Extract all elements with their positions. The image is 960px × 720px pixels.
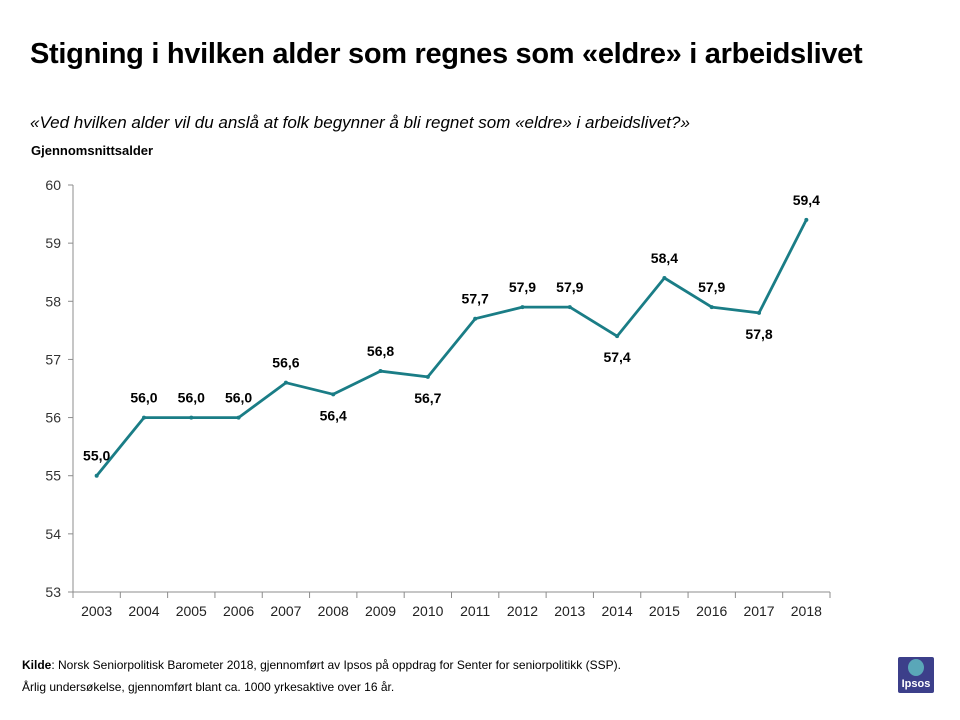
x-tick-label: 2011 xyxy=(460,603,490,619)
y-tick-label: 57 xyxy=(45,351,61,367)
x-tick-label: 2010 xyxy=(412,603,443,619)
x-tick-label: 2005 xyxy=(176,603,207,619)
data-label: 57,7 xyxy=(462,291,489,307)
y-tick-label: 55 xyxy=(45,468,61,484)
data-point xyxy=(709,305,714,310)
y-tick-label: 60 xyxy=(45,177,61,193)
source-line: Kilde: Norsk Seniorpolitisk Barometer 20… xyxy=(22,654,621,676)
y-tick-label: 53 xyxy=(45,584,61,600)
x-tick-label: 2003 xyxy=(81,603,112,619)
data-label: 59,4 xyxy=(793,192,820,208)
data-point xyxy=(615,334,620,339)
data-point xyxy=(473,316,478,321)
chart-subtitle: «Ved hvilken alder vil du anslå at folk … xyxy=(30,113,690,132)
x-tick-label: 2017 xyxy=(743,603,774,619)
data-point xyxy=(189,415,194,420)
x-tick-label: 2015 xyxy=(649,603,680,619)
y-tick-label: 56 xyxy=(45,410,61,426)
data-point xyxy=(425,374,430,379)
x-tick-label: 2007 xyxy=(270,603,301,619)
data-point xyxy=(141,415,146,420)
data-label: 56,0 xyxy=(130,390,157,406)
x-tick-label: 2009 xyxy=(365,603,396,619)
data-point xyxy=(804,217,809,222)
x-tick-label: 2014 xyxy=(602,603,633,619)
survey-note: Årlig undersøkelse, gjennomført blant ca… xyxy=(22,680,395,694)
data-point xyxy=(520,305,525,310)
footer: Kilde: Norsk Seniorpolitisk Barometer 20… xyxy=(22,654,621,698)
data-label: 56,0 xyxy=(178,390,205,406)
y-tick-label: 54 xyxy=(45,526,61,542)
x-tick-label: 2016 xyxy=(696,603,727,619)
data-point xyxy=(236,415,241,420)
y-tick-label: 59 xyxy=(45,235,61,251)
data-point xyxy=(331,392,336,397)
data-point xyxy=(283,380,288,385)
data-point xyxy=(757,310,762,315)
ipsos-logo-text: Ipsos xyxy=(901,678,931,690)
data-point xyxy=(567,305,572,310)
series-line xyxy=(95,219,808,477)
y-axis-label: Gjennomsnittsalder xyxy=(31,143,154,158)
chart-title: Stigning i hvilken alder som regnes som … xyxy=(30,38,863,70)
data-label: 57,9 xyxy=(509,279,536,295)
source-label: Kilde xyxy=(22,658,52,672)
data-label: 56,6 xyxy=(272,355,299,371)
data-label: 55,0 xyxy=(83,448,110,464)
x-tick-label: 2006 xyxy=(223,603,254,619)
x-tick-label: 2012 xyxy=(507,603,538,619)
data-point xyxy=(94,473,99,478)
ipsos-logo-mark-icon xyxy=(908,659,924,676)
data-label: 57,8 xyxy=(745,326,772,342)
data-label: 58,4 xyxy=(651,250,678,266)
data-point xyxy=(662,276,667,281)
x-tick-label: 2008 xyxy=(318,603,349,619)
ipsos-logo: Ipsos xyxy=(898,657,934,693)
data-point xyxy=(378,369,383,374)
data-label: 57,9 xyxy=(556,279,583,295)
data-label: 56,7 xyxy=(414,390,441,406)
y-tick-label: 58 xyxy=(45,293,61,309)
x-tick-label: 2018 xyxy=(791,603,822,619)
data-label: 57,9 xyxy=(698,279,725,295)
data-label: 56,0 xyxy=(225,390,252,406)
data-label: 56,4 xyxy=(320,407,347,423)
source-text: : Norsk Seniorpolitisk Barometer 2018, g… xyxy=(51,658,621,672)
x-tick-label: 2004 xyxy=(128,603,159,619)
x-tick-label: 2013 xyxy=(554,603,585,619)
data-label: 56,8 xyxy=(367,343,394,359)
data-label: 57,4 xyxy=(603,349,630,365)
